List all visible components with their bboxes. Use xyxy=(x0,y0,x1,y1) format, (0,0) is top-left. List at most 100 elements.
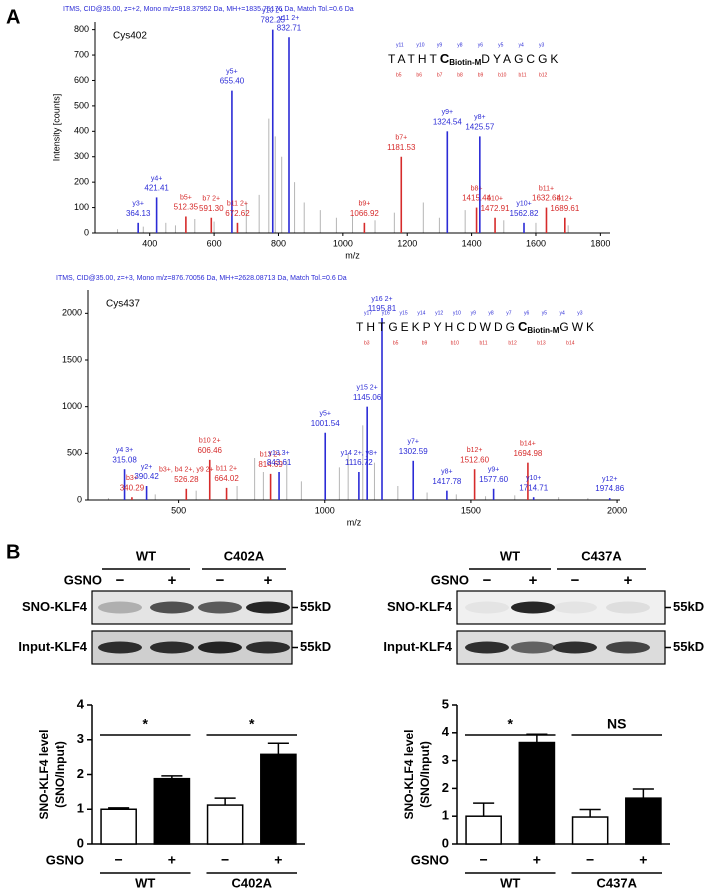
y-tick-label: 100 xyxy=(74,202,89,212)
blot-band xyxy=(465,641,509,654)
fragment-label: y4 xyxy=(519,42,525,48)
y-tick-label: 1000 xyxy=(62,401,82,411)
mz-label: 606.46 xyxy=(198,446,223,455)
blot-row-label: SNO-KLF4 xyxy=(387,599,453,614)
blot-row-label: Input-KLF4 xyxy=(18,639,87,654)
y-tick-label: 500 xyxy=(67,448,82,458)
blot-band xyxy=(98,601,142,614)
bar xyxy=(206,804,244,845)
x-tick-label: 1000 xyxy=(333,238,353,248)
ion-label: y9+ xyxy=(488,467,499,474)
ion-label: y3+ xyxy=(132,201,143,208)
ion-label: y13 3+ xyxy=(268,450,289,457)
group-label: WT xyxy=(135,875,155,890)
mz-label: 1116.72 xyxy=(345,458,373,467)
ion-label: y15 2+ xyxy=(357,385,378,392)
y-tick-label: 1 xyxy=(442,808,449,823)
category-label: + xyxy=(274,852,282,868)
mz-label: 1066.92 xyxy=(350,209,379,218)
y-tick-label: 0 xyxy=(84,227,89,237)
fragment-label: y15 xyxy=(400,310,408,316)
fragment-label: y17 xyxy=(364,310,372,316)
mz-label: 591.30 xyxy=(199,204,224,213)
blot-band xyxy=(246,601,290,614)
category-label: − xyxy=(480,852,488,868)
ion-label: y4+ xyxy=(151,175,162,182)
y-tick-label: 600 xyxy=(74,75,89,85)
mz-label: 390.42 xyxy=(134,472,159,481)
y-tick-label: 5 xyxy=(442,696,449,711)
y-axis-label: SNO-KLF4 level xyxy=(402,729,416,819)
blot-band xyxy=(553,641,597,654)
fragment-label: y10 xyxy=(416,42,424,48)
ion-label: y4 3+ xyxy=(116,447,133,454)
mz-label: 1694.98 xyxy=(513,449,542,458)
blot-band xyxy=(198,641,242,654)
blot-sign: + xyxy=(624,572,633,589)
y-tick-label: 3 xyxy=(77,731,84,746)
fragment-label: b9 xyxy=(478,72,484,78)
ion-label: b10 2+ xyxy=(199,438,221,445)
y-tick-label: 2 xyxy=(442,780,449,795)
fragment-label: b7 xyxy=(437,72,443,78)
blot-row-label: SNO-KLF4 xyxy=(22,599,88,614)
blot-band xyxy=(606,641,650,654)
x-tick-label: 1500 xyxy=(461,505,481,515)
mz-label: 512.35 xyxy=(174,203,199,212)
fragment-label: b6 xyxy=(416,72,422,78)
significance-label: * xyxy=(508,716,514,732)
category-label: − xyxy=(586,852,594,868)
category-label: + xyxy=(639,852,647,868)
bar xyxy=(260,753,297,845)
fragment-label: b5 xyxy=(393,340,399,346)
blot-band xyxy=(606,601,650,614)
mz-label: 664.02 xyxy=(214,474,239,483)
bar xyxy=(465,815,502,845)
mz-label: 1417.78 xyxy=(432,477,461,486)
blot-sign: + xyxy=(168,572,177,589)
bar xyxy=(571,816,609,845)
fragment-label: b14 xyxy=(566,340,575,346)
bar xyxy=(153,777,191,845)
fragment-label: y14 xyxy=(417,310,425,316)
y-tick-label: 200 xyxy=(74,177,89,187)
size-label: 55kD xyxy=(300,639,331,654)
sequence-part: C xyxy=(440,51,450,66)
x-tick-label: 500 xyxy=(171,505,186,515)
mz-label: 843.61 xyxy=(267,458,292,467)
group-label: C402A xyxy=(232,875,273,890)
ion-label: y8+ xyxy=(474,114,485,121)
fragment-label: y8 xyxy=(457,42,463,48)
fragment-label: b12 xyxy=(539,72,548,78)
ion-label: y12+ xyxy=(602,476,617,483)
mz-label: 421.41 xyxy=(144,184,169,193)
fragment-label: y6 xyxy=(524,310,530,316)
y-tick-label: 700 xyxy=(74,49,89,59)
size-label: 55kD xyxy=(300,599,331,614)
ion-label: b10+ xyxy=(487,196,503,203)
blot-group-label: C437A xyxy=(581,548,622,563)
peptide-label: Cys402 xyxy=(113,31,147,42)
blot-treatment-label: GSNO xyxy=(64,572,102,587)
blot-group-label: C402A xyxy=(224,548,265,563)
spectrum-header: ITMS, CID@35.00, z=+3, Mono m/z=876.7005… xyxy=(56,275,347,282)
ion-label: y10+ xyxy=(516,201,531,208)
mz-label: 1472.91 xyxy=(481,204,510,213)
bar xyxy=(625,797,662,845)
x-axis-label: m/z xyxy=(347,517,362,527)
mz-label: 315.08 xyxy=(112,455,137,464)
y-tick-label: 300 xyxy=(74,151,89,161)
fragment-label: y16 xyxy=(382,310,390,316)
y-tick-label: 3 xyxy=(442,752,449,767)
blot-sign: − xyxy=(116,572,125,589)
fragment-label: y3 xyxy=(577,310,583,316)
x-tick-label: 1200 xyxy=(397,238,417,248)
sequence-part: THTGEKPYHCDWDG xyxy=(356,320,518,334)
x-tick-label: 1800 xyxy=(590,238,610,248)
fragment-label: y5 xyxy=(498,42,504,48)
y-axis-label: (SNO/Input) xyxy=(418,741,432,808)
fragment-label: y7 xyxy=(506,310,512,316)
blot-band xyxy=(511,641,555,654)
panel-label: A xyxy=(6,6,20,28)
